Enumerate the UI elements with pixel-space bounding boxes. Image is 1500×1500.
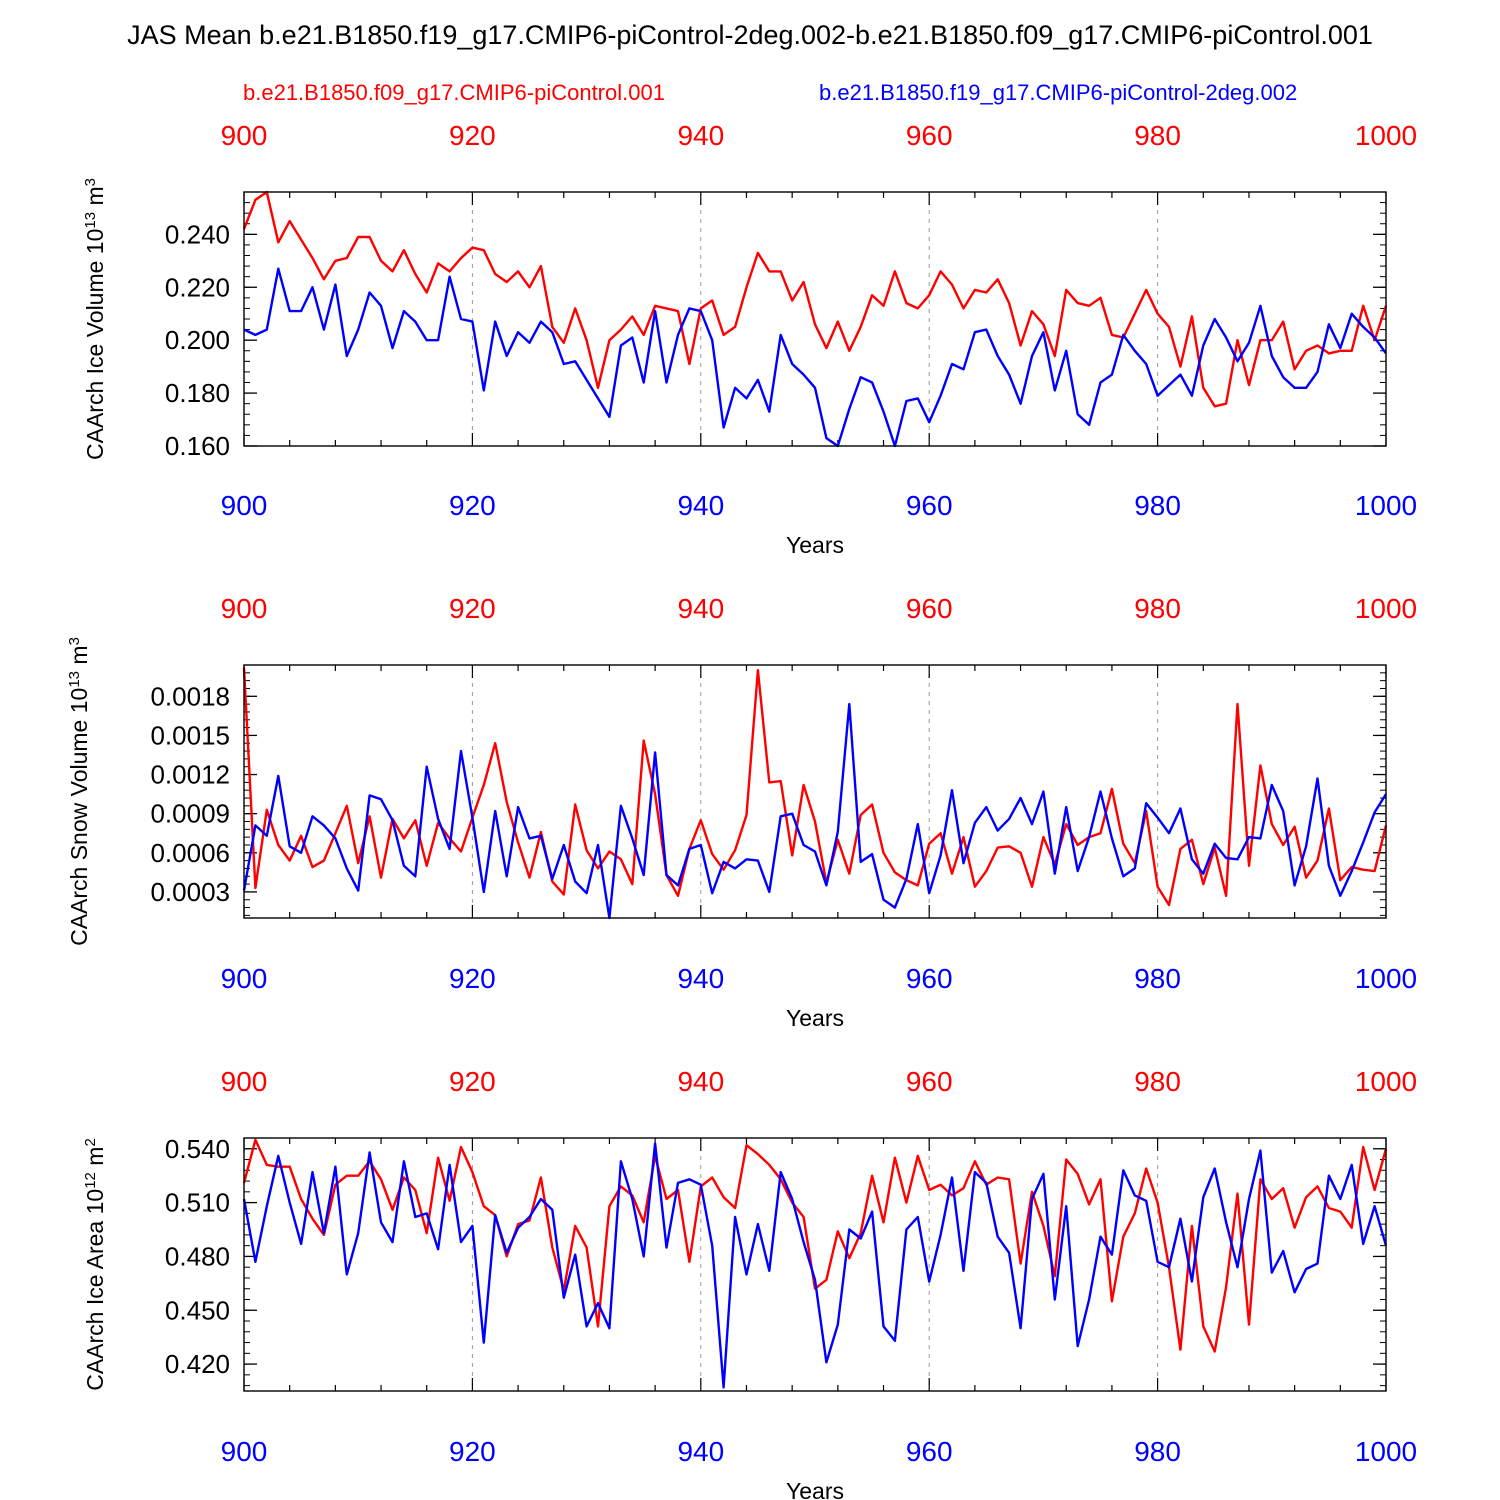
x-tick-label-bottom: 980 bbox=[1134, 490, 1181, 521]
legend-label-red-series: b.e21.B1850.f09_g17.CMIP6-piControl.001 bbox=[243, 80, 665, 105]
y-axis-label-part: 3 bbox=[66, 637, 83, 645]
x-tick-label-top: 920 bbox=[449, 593, 496, 624]
y-tick-label: 0.0003 bbox=[150, 877, 230, 907]
x-axis-label: Years bbox=[786, 1478, 844, 1500]
x-tick-label-bottom: 920 bbox=[449, 963, 496, 994]
x-tick-label-top: 900 bbox=[221, 1066, 268, 1097]
y-axis-label-part: m bbox=[66, 645, 92, 671]
series-line-red bbox=[242, 190, 1388, 408]
y-axis-label-part: 3 bbox=[82, 178, 99, 186]
y-tick-label: 0.0015 bbox=[150, 720, 230, 750]
y-tick-label: 0.540 bbox=[165, 1134, 230, 1164]
y-tick-label: 0.180 bbox=[165, 378, 230, 408]
plot-frame bbox=[243, 191, 1387, 447]
y-tick-label: 0.450 bbox=[165, 1295, 230, 1325]
x-tick-label-top: 960 bbox=[906, 120, 953, 151]
series-line-blue bbox=[243, 267, 1387, 448]
x-tick-label-top: 940 bbox=[677, 593, 724, 624]
x-tick-label-top: 1000 bbox=[1355, 120, 1417, 151]
x-tick-label-top: 980 bbox=[1134, 120, 1181, 151]
x-tick-label-bottom: 920 bbox=[449, 1436, 496, 1467]
x-tick-label-bottom: 960 bbox=[906, 490, 953, 521]
chart-panel-2: 0.0003 0.0006 0.0009 0.0012 0.0015 0.0018 900 9… bbox=[66, 593, 1418, 1031]
y-tick-label: 0.160 bbox=[165, 431, 230, 461]
y-axis-label-part: 12 bbox=[82, 1172, 99, 1189]
x-tick-label-top: 980 bbox=[1134, 1066, 1181, 1097]
x-tick-label-bottom: 1000 bbox=[1355, 1436, 1417, 1467]
y-axis-label: CAArch Snow Volume 1013 m3 bbox=[66, 637, 93, 946]
y-axis-label-part: m bbox=[82, 186, 108, 212]
y-axis-label-part: CAArch Ice Area 10 bbox=[82, 1189, 108, 1391]
x-tick-label-bottom: 940 bbox=[677, 490, 724, 521]
y-axis-label: CAArch Ice Volume 1013 m3 bbox=[82, 178, 109, 460]
x-axis-label: Years bbox=[786, 1005, 844, 1031]
y-axis-label-part: 2 bbox=[82, 1138, 99, 1146]
x-tick-label-top: 1000 bbox=[1355, 593, 1417, 624]
x-tick-label-bottom: 1000 bbox=[1355, 963, 1417, 994]
plot-frame bbox=[243, 664, 1387, 919]
x-tick-label-bottom: 980 bbox=[1134, 1436, 1181, 1467]
x-tick-label-bottom: 920 bbox=[449, 490, 496, 521]
x-tick-label-top: 960 bbox=[906, 1066, 953, 1097]
x-tick-label-top: 980 bbox=[1134, 593, 1181, 624]
x-tick-label-bottom: 960 bbox=[906, 963, 953, 994]
x-tick-label-bottom: 900 bbox=[221, 963, 268, 994]
series-line-blue bbox=[242, 702, 1388, 920]
x-tick-label-top: 1000 bbox=[1355, 1066, 1417, 1097]
x-tick-label-top: 900 bbox=[221, 593, 268, 624]
x-tick-label-top: 940 bbox=[677, 120, 724, 151]
x-tick-label-bottom: 940 bbox=[677, 1436, 724, 1467]
x-tick-label-bottom: 1000 bbox=[1355, 490, 1417, 521]
y-tick-label: 0.510 bbox=[165, 1188, 230, 1218]
y-axis-label-part: CAArch Snow Volume 10 bbox=[66, 688, 92, 946]
y-tick-label: 0.220 bbox=[165, 272, 230, 302]
x-tick-label-top: 900 bbox=[221, 120, 268, 151]
x-tick-label-top: 920 bbox=[449, 120, 496, 151]
chart-title: JAS Mean b.e21.B1850.f19_g17.CMIP6-piCon… bbox=[127, 20, 1373, 50]
y-tick-label: 0.420 bbox=[165, 1349, 230, 1379]
x-tick-label-top: 920 bbox=[449, 1066, 496, 1097]
y-tick-label: 0.0009 bbox=[150, 799, 230, 829]
x-tick-label-top: 960 bbox=[906, 593, 953, 624]
legend-label-blue-series: b.e21.B1850.f19_g17.CMIP6-piControl-2deg… bbox=[819, 80, 1298, 105]
y-tick-label: 0.240 bbox=[165, 219, 230, 249]
series-line-red bbox=[242, 667, 1388, 907]
y-tick-label: 0.200 bbox=[165, 325, 230, 355]
y-tick-label: 0.0018 bbox=[150, 681, 230, 711]
y-tick-label: 0.0006 bbox=[150, 838, 230, 868]
x-tick-label-bottom: 900 bbox=[221, 490, 268, 521]
y-axis-label-part: CAArch Ice Volume 10 bbox=[82, 229, 108, 460]
x-tick-label-top: 940 bbox=[677, 1066, 724, 1097]
y-axis-label-part: 13 bbox=[82, 212, 99, 229]
y-axis-label-part: 13 bbox=[66, 671, 83, 688]
x-tick-label-bottom: 900 bbox=[221, 1436, 268, 1467]
y-axis-label-part: m bbox=[82, 1147, 108, 1173]
plot-frame bbox=[243, 1137, 1387, 1392]
series-line-blue bbox=[242, 1142, 1388, 1389]
chart-panel-3: 0.420 0.450 0.480 0.510 0.540 900 900 920 920 940… bbox=[82, 1066, 1418, 1500]
x-tick-label-bottom: 940 bbox=[677, 963, 724, 994]
x-tick-label-bottom: 960 bbox=[906, 1436, 953, 1467]
y-tick-label: 0.0012 bbox=[150, 760, 230, 790]
y-axis-label: CAArch Ice Area 1012 m2 bbox=[82, 1138, 109, 1391]
x-tick-label-bottom: 980 bbox=[1134, 963, 1181, 994]
x-axis-label: Years bbox=[786, 532, 844, 558]
y-tick-label: 0.480 bbox=[165, 1241, 230, 1271]
chart-panel-1: 0.160 0.180 0.200 0.220 0.240 900 900 920 920 940… bbox=[82, 120, 1418, 558]
